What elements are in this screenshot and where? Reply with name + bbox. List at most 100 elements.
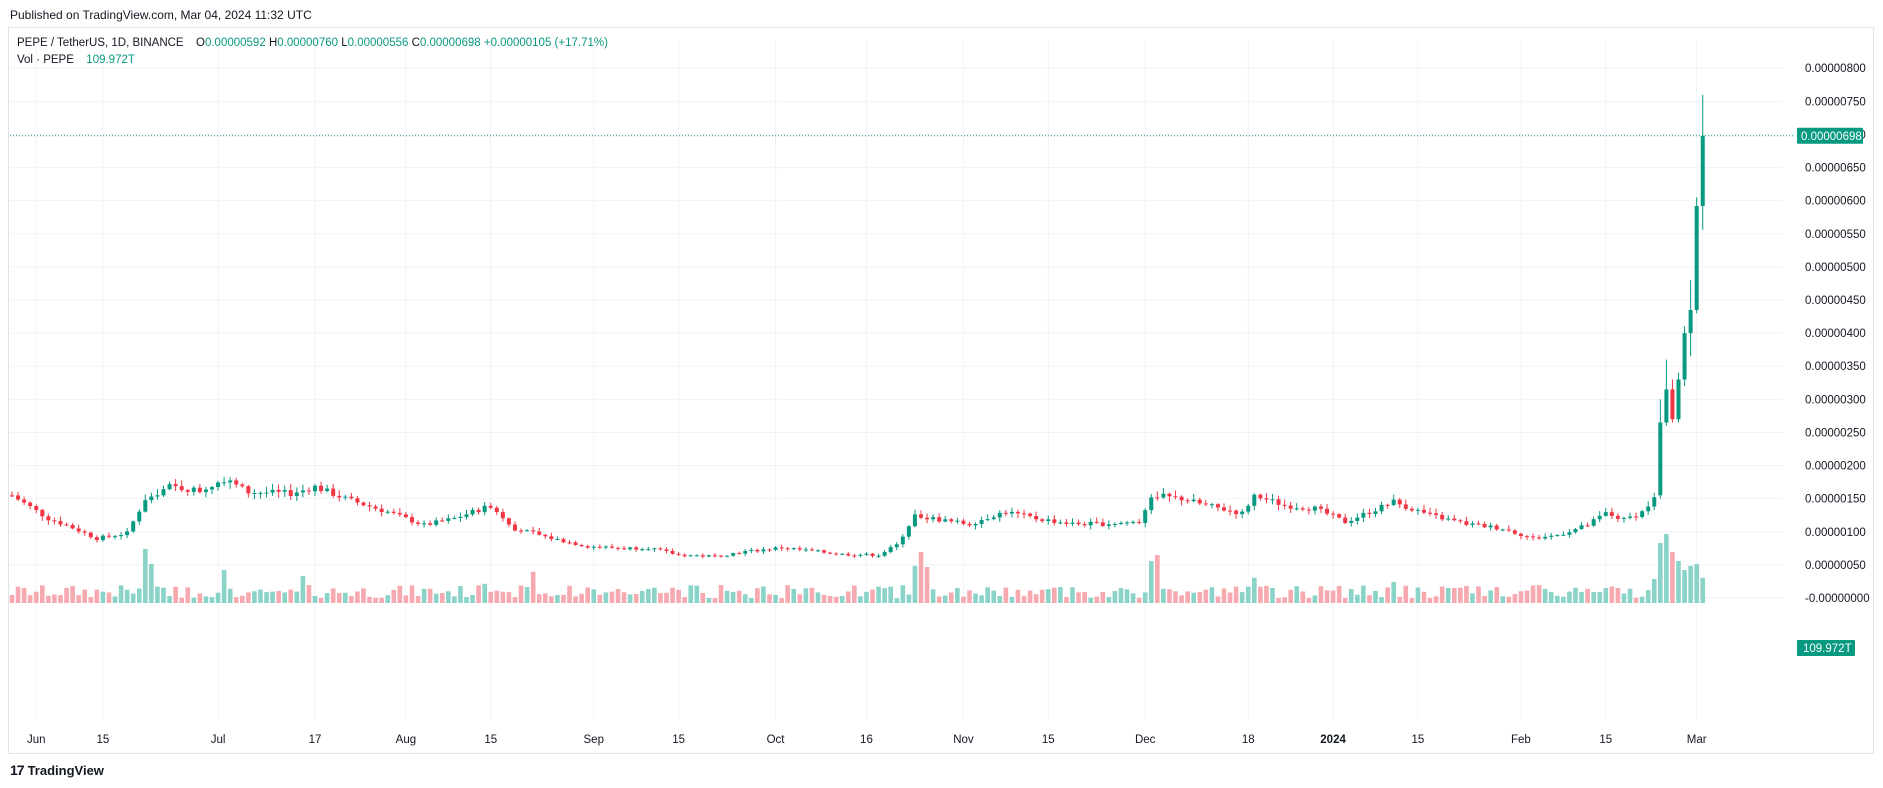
- volume-bar: [1682, 570, 1687, 603]
- candle-body: [634, 547, 639, 550]
- tradingview-logo-icon: 17: [10, 762, 25, 778]
- volume-bar: [1142, 592, 1148, 603]
- candle-body: [785, 548, 790, 550]
- volume-bar: [1415, 587, 1421, 603]
- volume-bar: [621, 592, 627, 603]
- volume-bar: [1003, 587, 1009, 603]
- volume-bar: [452, 596, 457, 603]
- volume-bar: [1458, 587, 1463, 603]
- price-axis-label: 0.00000750: [1805, 96, 1866, 108]
- volume-bar: [464, 597, 469, 603]
- candle-body: [1434, 513, 1439, 515]
- volume-bar: [1567, 591, 1572, 603]
- candle-body: [300, 490, 305, 493]
- volume-bar: [870, 589, 875, 603]
- candle-body: [1179, 496, 1184, 501]
- volume-bar: [1082, 591, 1087, 603]
- volume-bar: [833, 596, 839, 603]
- volume-bar: [143, 549, 148, 603]
- volume-bar: [670, 587, 675, 603]
- candle-body: [1197, 499, 1202, 504]
- candle-body: [658, 548, 663, 550]
- candle-body: [1367, 512, 1372, 515]
- volume-bar: [1173, 591, 1178, 603]
- volume-bar: [318, 597, 324, 603]
- candle-body: [579, 545, 584, 547]
- candle-body: [706, 555, 711, 557]
- volume-bar: [1694, 564, 1699, 603]
- candle-body: [1222, 507, 1226, 511]
- volume-bar: [1124, 589, 1130, 603]
- volume-bar: [882, 588, 887, 603]
- candle-body: [1512, 530, 1517, 534]
- volume-bar: [1385, 587, 1390, 603]
- candle-body: [173, 484, 178, 487]
- candle-body: [100, 535, 105, 541]
- candle-body: [137, 511, 142, 522]
- candle-body: [258, 492, 263, 494]
- candle-body: [1694, 205, 1699, 310]
- volume-bar: [1470, 593, 1475, 603]
- open-label: O: [196, 37, 205, 49]
- volume-bar: [973, 593, 978, 603]
- volume-bar: [1421, 591, 1427, 603]
- candle-body: [688, 555, 693, 557]
- low-value: 0.00000556: [347, 37, 409, 49]
- candle-body: [876, 555, 881, 557]
- volume-bar: [1664, 534, 1669, 603]
- candle-body: [1143, 510, 1148, 523]
- volume-bar: [549, 596, 554, 603]
- volume-bar: [149, 564, 154, 603]
- volume-bar: [1555, 595, 1560, 603]
- candle-body: [125, 531, 130, 536]
- volume-bar: [1427, 597, 1433, 603]
- volume-bar: [300, 576, 306, 603]
- candle-body: [216, 482, 221, 488]
- time-axis-label: Nov: [953, 734, 974, 746]
- candle-body: [1258, 494, 1263, 499]
- volume-bar: [791, 588, 797, 603]
- price-axis-label: 0.00000150: [1805, 494, 1866, 506]
- volume-bar: [324, 593, 330, 603]
- candle-body: [313, 485, 317, 492]
- candle-body: [1476, 523, 1481, 525]
- volume-bar: [1070, 587, 1075, 603]
- candle-body: [531, 530, 536, 532]
- time-axis-label: 15: [1412, 734, 1425, 746]
- candle-body: [676, 553, 681, 555]
- candle-body: [1167, 493, 1172, 497]
- candle-body: [979, 519, 984, 524]
- volume-bar: [1627, 588, 1633, 603]
- volume-label[interactable]: Vol · PEPE: [17, 54, 74, 66]
- tradingview-logo[interactable]: 17 TradingView: [10, 762, 104, 778]
- volume-bar: [615, 589, 621, 603]
- volume-bar: [1585, 588, 1590, 603]
- volume-bar: [233, 597, 239, 603]
- candle-body: [228, 480, 233, 483]
- candle-body: [306, 490, 311, 492]
- candle-body: [852, 555, 857, 557]
- candle-body: [76, 528, 81, 532]
- candle-body: [1506, 529, 1511, 531]
- candle-body: [155, 495, 160, 497]
- candle-body: [1009, 511, 1014, 514]
- volume-bar: [130, 593, 136, 603]
- volume-bar: [603, 592, 609, 603]
- volume-bar: [88, 597, 94, 603]
- candle-body: [422, 523, 427, 525]
- candle-body: [1270, 499, 1275, 501]
- volume-bar: [767, 594, 772, 603]
- candle-body: [1203, 503, 1208, 505]
- candle-body: [349, 496, 354, 499]
- candle-body: [240, 484, 245, 487]
- symbol-title[interactable]: PEPE / TetherUS, 1D, BINANCE: [17, 37, 184, 49]
- volume-bar: [264, 592, 269, 603]
- price-axis-label: 0.00000300: [1805, 394, 1866, 406]
- candle-body: [319, 485, 324, 492]
- candle-body: [1555, 535, 1560, 537]
- time-axis-label: Jun: [27, 734, 46, 746]
- candle-body: [1428, 512, 1433, 514]
- volume-bar: [530, 571, 536, 603]
- price-axis-label: 0.00000400: [1805, 328, 1866, 340]
